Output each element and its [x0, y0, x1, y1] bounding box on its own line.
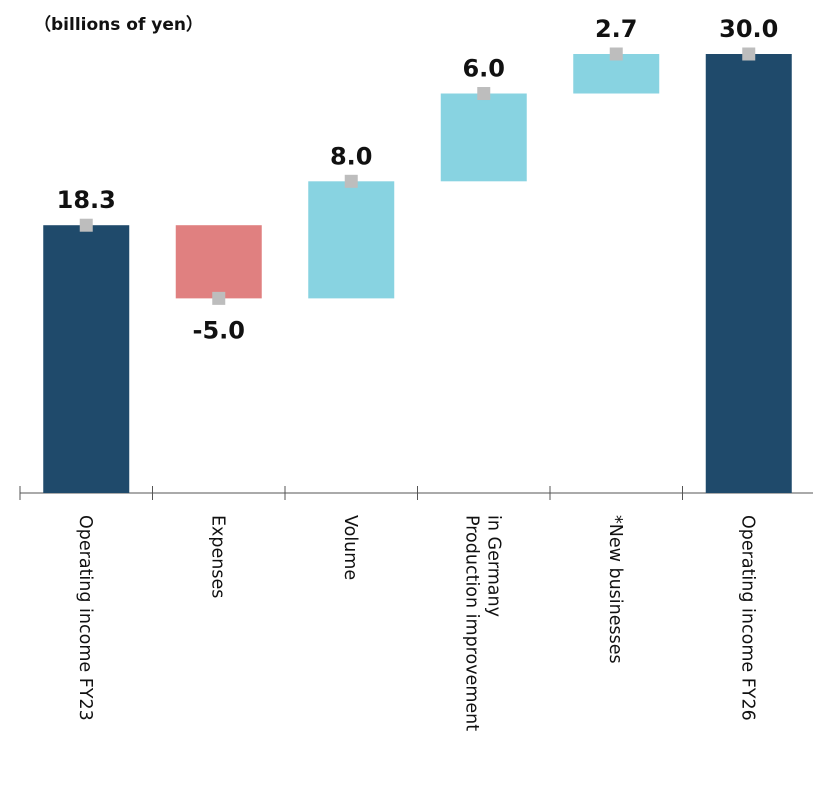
end-marker: [742, 47, 756, 61]
category-label: Operating income FY26: [738, 515, 758, 721]
bar-0: [43, 225, 130, 493]
category-label: Expenses: [208, 515, 228, 598]
bar-5: [705, 54, 792, 493]
category-label: Volume: [340, 515, 360, 580]
end-marker: [212, 291, 226, 305]
end-marker: [477, 87, 491, 101]
bar-3: [440, 93, 527, 182]
bar-2: [308, 181, 395, 299]
data-label: 2.7: [595, 15, 638, 43]
end-marker: [79, 218, 93, 232]
data-label: -5.0: [193, 316, 245, 344]
data-label: 30.0: [719, 15, 778, 43]
data-label: 8.0: [330, 142, 373, 170]
data-label: 6.0: [462, 55, 505, 83]
end-marker: [344, 174, 358, 188]
end-marker: [609, 47, 623, 61]
category-label: Operating income FY23: [75, 515, 95, 721]
bar-4: [573, 54, 660, 94]
category-label: Production improvement in Germany: [462, 515, 504, 731]
bar-1: [175, 225, 262, 299]
category-label: *New businesses: [605, 515, 625, 664]
unit-label: （billions of yen）: [34, 15, 204, 35]
data-label: 18.3: [57, 186, 116, 214]
